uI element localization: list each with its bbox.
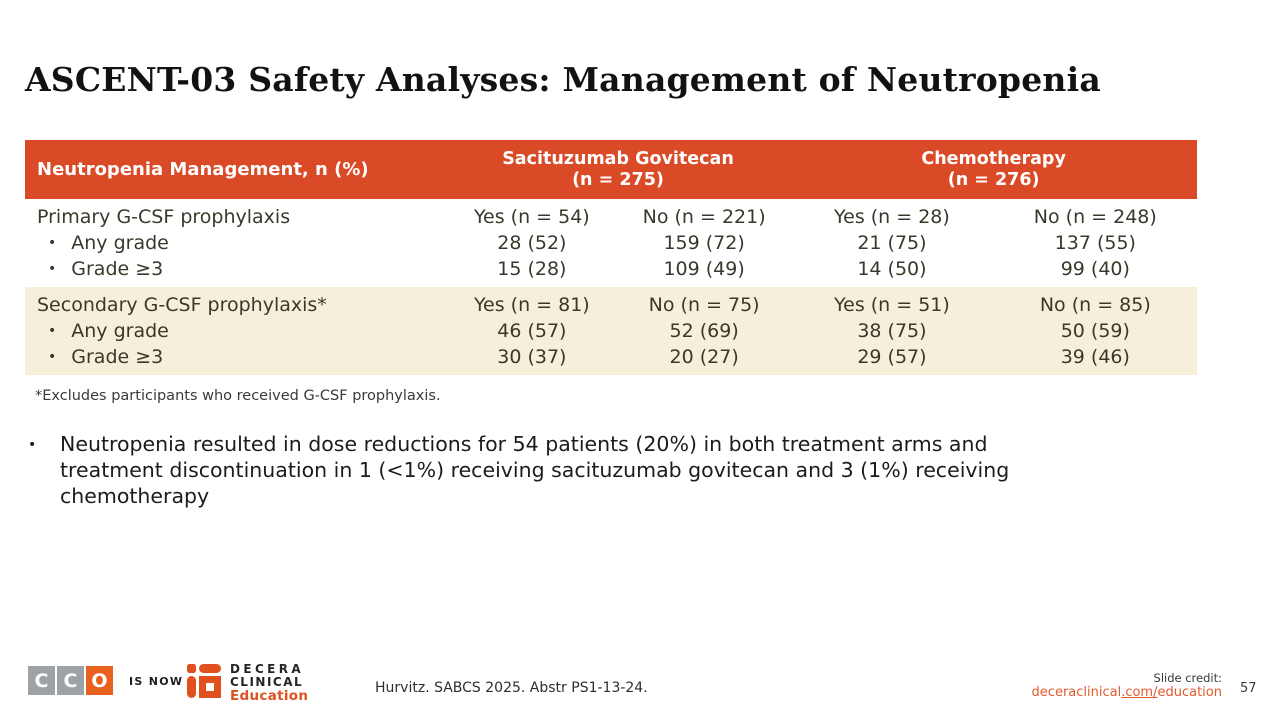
value-cell: 159 (72) — [663, 232, 745, 254]
takeaway-bullet: • Neutropenia resulted in dose reduction… — [28, 431, 1009, 509]
value-cell: 14 (50) — [857, 258, 927, 280]
subheader-cell: Yes (n = 81) — [445, 287, 618, 318]
citation: Hurvitz. SABCS 2025. Abstr PS1-13-24. — [375, 680, 648, 696]
bullet-icon: • — [28, 437, 37, 453]
subheader-cell: No (n = 221) — [642, 206, 766, 228]
header-arm-chemotherapy: Chemotherapy (n = 276) — [790, 140, 1197, 199]
header-row-label: Neutropenia Management, n (%) — [25, 140, 446, 199]
clinical-word: CLINICAL — [230, 674, 304, 689]
arm-name: Sacituzumab Govitecan — [502, 148, 734, 169]
bullet-icon: • — [48, 235, 57, 251]
row-label: Primary G-CSF prophylaxis — [37, 206, 291, 228]
slide-credit-link[interactable]: deceraclinical.com/education — [1032, 685, 1222, 701]
neutropenia-table-wrap: Neutropenia Management, n (%) Sacituzuma… — [25, 140, 1197, 375]
link-part: education — [1157, 685, 1222, 700]
value-cell: 28 (52) — [497, 232, 567, 254]
table-header-row: Neutropenia Management, n (%) Sacituzuma… — [25, 140, 1197, 199]
subheader-cell: No (n = 85) — [993, 287, 1197, 318]
value-cell: 38 (75) — [790, 318, 994, 344]
bullet-icon: • — [48, 323, 57, 339]
table-row: Primary G-CSF prophylaxis Yes (n = 54) N… — [25, 199, 1197, 230]
table-footnote: *Excludes participants who received G-CS… — [35, 388, 441, 404]
row-sublabel: • Grade ≥3 — [25, 344, 446, 375]
table-row: • Grade ≥3 15 (28) 109 (49) 14 (50) 99 (4… — [25, 256, 1197, 287]
header-arm-sacituzumab: Sacituzumab Govitecan (n = 275) — [445, 140, 791, 199]
value-cell: 99 (40) — [1060, 258, 1130, 280]
table-row: • Any grade 46 (57) 52 (69) 38 (75) 50 (5… — [25, 318, 1197, 344]
slide-credit-label: Slide credit: — [1153, 671, 1222, 685]
cco-logo-letter: C — [28, 666, 55, 695]
decera-logo-icon — [187, 664, 221, 698]
table-row: • Grade ≥3 30 (37) 20 (27) 29 (57) 39 (46… — [25, 344, 1197, 375]
link-part: deceraclinical — [1031, 685, 1122, 700]
row-sublabel-text: Any grade — [71, 232, 169, 254]
link-part: .com/ — [1121, 685, 1158, 700]
arm-n: (n = 275) — [572, 169, 664, 190]
row-sublabel-text: Grade ≥3 — [71, 258, 164, 280]
education-word: Education — [230, 688, 309, 704]
value-cell: 29 (57) — [790, 344, 994, 375]
table-row: • Any grade 28 (52) 159 (72) 21 (75) 137 … — [25, 230, 1197, 256]
cco-logo-letter: O — [86, 666, 113, 695]
value-cell: 20 (27) — [617, 344, 791, 375]
takeaway-line: chemotherapy — [60, 484, 210, 508]
cco-logo-letter: C — [57, 666, 84, 695]
subheader-cell: No (n = 248) — [1033, 206, 1157, 228]
arm-name: Chemotherapy — [921, 148, 1066, 169]
row-sublabel-text: Grade ≥3 — [71, 346, 164, 368]
bullet-icon: • — [48, 261, 57, 277]
page-title: ASCENT-03 Safety Analyses: Management of… — [25, 60, 1101, 99]
subheader-cell: Yes (n = 51) — [790, 287, 994, 318]
takeaway-line: Neutropenia resulted in dose reductions … — [60, 432, 988, 456]
value-cell: 50 (59) — [993, 318, 1197, 344]
group-secondary: Secondary G-CSF prophylaxis* Yes (n = 81… — [25, 287, 1197, 375]
takeaway-line: treatment discontinuation in 1 (<1%) rec… — [60, 458, 1010, 482]
row-sublabel: • Grade ≥3 — [25, 256, 446, 287]
row-sublabel-text: Any grade — [71, 320, 169, 342]
value-cell: 21 (75) — [857, 232, 927, 254]
decera-logo: DECERA CLINICAL Education — [187, 662, 309, 704]
value-cell: 46 (57) — [445, 318, 618, 344]
subheader-cell: Yes (n = 54) — [473, 206, 590, 228]
neutropenia-table: Neutropenia Management, n (%) Sacituzuma… — [25, 140, 1197, 375]
page-number: 57 — [1240, 681, 1257, 696]
slide-credit: Slide credit: deceraclinical.com/educati… — [1032, 671, 1222, 701]
takeaway-text: Neutropenia resulted in dose reductions … — [60, 431, 1009, 509]
row-label: Secondary G-CSF prophylaxis* — [25, 287, 446, 318]
decera-word: DECERA — [230, 662, 305, 676]
subheader-cell: No (n = 75) — [617, 287, 791, 318]
row-sublabel: • Any grade — [25, 230, 446, 256]
group-primary: Primary G-CSF prophylaxis Yes (n = 54) N… — [25, 199, 1197, 287]
value-cell: 39 (46) — [993, 344, 1197, 375]
subheader-cell: Yes (n = 28) — [834, 206, 950, 228]
row-sublabel: • Any grade — [25, 318, 446, 344]
decera-logo-text: DECERA CLINICAL Education — [230, 662, 309, 704]
value-cell: 137 (55) — [1054, 232, 1136, 254]
is-now-label: IS NOW — [129, 675, 184, 688]
value-cell: 109 (49) — [663, 258, 745, 280]
bullet-icon: • — [48, 349, 57, 365]
value-cell: 15 (28) — [497, 258, 567, 280]
table-row: Secondary G-CSF prophylaxis* Yes (n = 81… — [25, 287, 1197, 318]
value-cell: 30 (37) — [445, 344, 618, 375]
cco-logo: C C O — [28, 666, 113, 695]
value-cell: 52 (69) — [617, 318, 791, 344]
arm-n: (n = 276) — [947, 169, 1040, 190]
